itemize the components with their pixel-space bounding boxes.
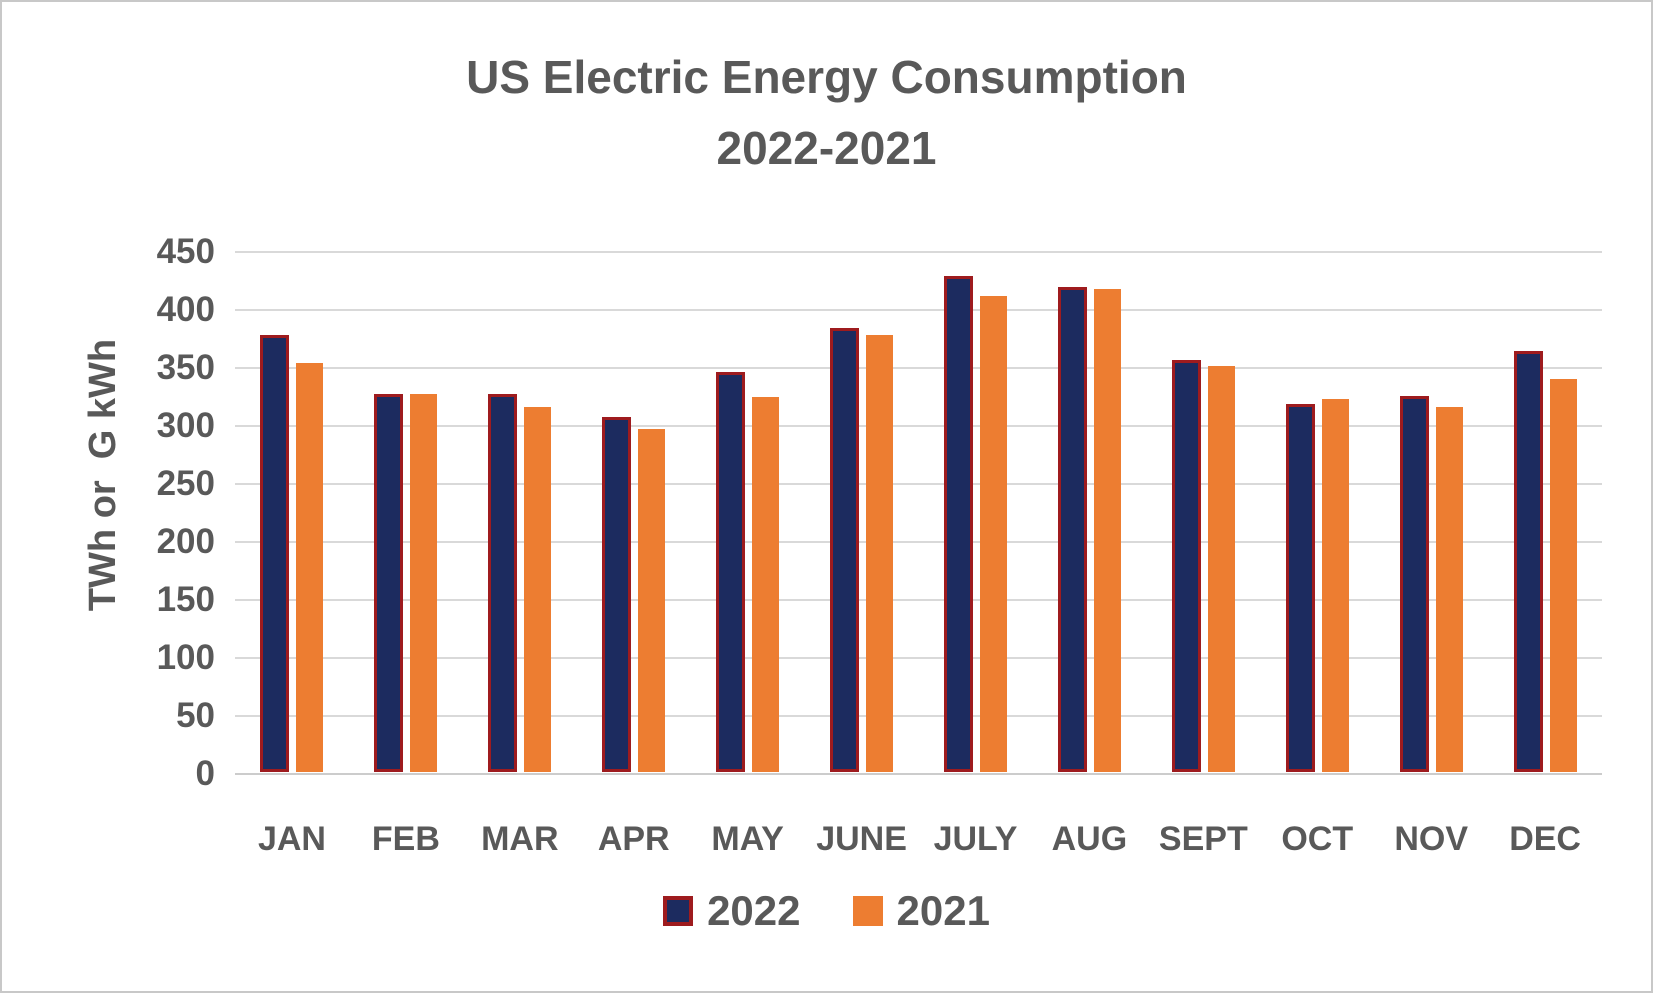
- chart-title-line1: US Electric Energy Consumption: [466, 51, 1187, 103]
- x-label-nov: NOV: [1394, 820, 1469, 858]
- bar-2022-nov: [1399, 396, 1429, 772]
- bar-group-may: [691, 252, 805, 772]
- bar-group-mar: [463, 252, 577, 772]
- y-tick-label-450: 450: [156, 232, 215, 271]
- plot-area: 450 400 350 300 250 200 150 100 50 0 JAN FEB MAR APR…: [157, 234, 1602, 858]
- x-label-aug: AUG: [1051, 820, 1128, 858]
- x-label-apr: APR: [597, 820, 670, 858]
- bar-group-apr: [577, 252, 691, 772]
- x-label-june: JUNE: [816, 820, 907, 858]
- legend: 2022 2021: [2, 887, 1651, 935]
- chart-title-line2: 2022-2021: [716, 122, 937, 175]
- bar-2021-aug: [1093, 289, 1121, 772]
- gridline-50: [235, 715, 1602, 717]
- gridline-250: [235, 483, 1602, 485]
- bar-2022-feb: [374, 393, 404, 772]
- x-label-jan: JAN: [257, 820, 326, 858]
- bar-group-nov: [1374, 252, 1488, 772]
- gridline-200: [235, 541, 1602, 543]
- bar-2022-june: [830, 327, 860, 772]
- gridline-0: [235, 773, 1602, 775]
- y-tick-label-100: 100: [156, 638, 215, 677]
- legend-swatch-2021: [852, 896, 883, 926]
- gridline-150: [235, 599, 1602, 601]
- x-label-oct: OCT: [1281, 820, 1354, 858]
- legend-item-2021: 2021: [852, 887, 990, 935]
- y-tick-label-50: 50: [176, 696, 215, 735]
- bar-2021-may: [752, 397, 780, 772]
- bar-group-dec: [1488, 252, 1602, 772]
- bar-2021-jan: [296, 362, 324, 772]
- bar-2021-mar: [524, 406, 552, 772]
- bar-group-feb: [349, 252, 463, 772]
- bar-2022-dec: [1513, 350, 1543, 772]
- bar-2022-mar: [488, 393, 518, 772]
- gridline-300: [235, 425, 1602, 427]
- bar-2021-oct: [1321, 398, 1349, 772]
- gridline-350: [235, 367, 1602, 369]
- bar-2022-july: [943, 275, 973, 772]
- y-tick-label-300: 300: [156, 406, 215, 445]
- bar-2022-aug: [1057, 287, 1087, 772]
- y-tick-label-200: 200: [156, 522, 215, 561]
- bar-group-jan: [235, 252, 349, 772]
- gridline-450: [235, 251, 1602, 253]
- legend-label-2021: 2021: [896, 887, 990, 934]
- y-tick-label-250: 250: [156, 464, 215, 503]
- bar-2022-oct: [1285, 404, 1315, 772]
- legend-swatch-2022: [663, 896, 694, 926]
- bar-group-oct: [1260, 252, 1374, 772]
- bar-2021-july: [979, 296, 1007, 772]
- x-label-sept: SEPT: [1158, 820, 1248, 858]
- x-label-dec: DEC: [1509, 820, 1581, 858]
- gridline-100: [235, 657, 1602, 659]
- y-tick-label-0: 0: [195, 754, 215, 793]
- bar-group-june: [805, 252, 919, 772]
- bar-2021-dec: [1549, 378, 1577, 772]
- bar-2022-jan: [260, 334, 290, 772]
- bar-2021-sept: [1207, 366, 1235, 772]
- x-label-feb: FEB: [371, 820, 440, 858]
- bar-group-sept: [1146, 252, 1260, 772]
- bar-2022-sept: [1171, 360, 1201, 772]
- bar-2021-feb: [410, 393, 438, 772]
- bar-groups: [235, 252, 1602, 772]
- x-axis-category-labels: JAN FEB MAR APR MAY JUNE JULY AUG SEPT OCT NOV DEC: [235, 820, 1602, 859]
- bar-2022-apr: [602, 417, 632, 772]
- bar-group-july: [919, 252, 1033, 772]
- bar-group-aug: [1032, 252, 1146, 772]
- gridline-400: [235, 309, 1602, 311]
- legend-item-2022: 2022: [663, 887, 801, 935]
- x-label-may: MAY: [711, 820, 784, 858]
- bar-2021-june: [866, 334, 894, 772]
- y-tick-label-350: 350: [156, 348, 215, 387]
- y-tick-label-150: 150: [156, 580, 215, 619]
- x-label-mar: MAR: [481, 820, 559, 858]
- x-label-july: JULY: [933, 820, 1018, 858]
- bar-2021-apr: [638, 428, 666, 772]
- y-tick-label-400: 400: [156, 290, 215, 329]
- bar-2021-nov: [1435, 406, 1463, 772]
- chart-title: US Electric Energy Consumption 2022-2021: [2, 42, 1651, 185]
- bar-2022-may: [716, 371, 746, 772]
- legend-label-2022: 2022: [707, 887, 801, 934]
